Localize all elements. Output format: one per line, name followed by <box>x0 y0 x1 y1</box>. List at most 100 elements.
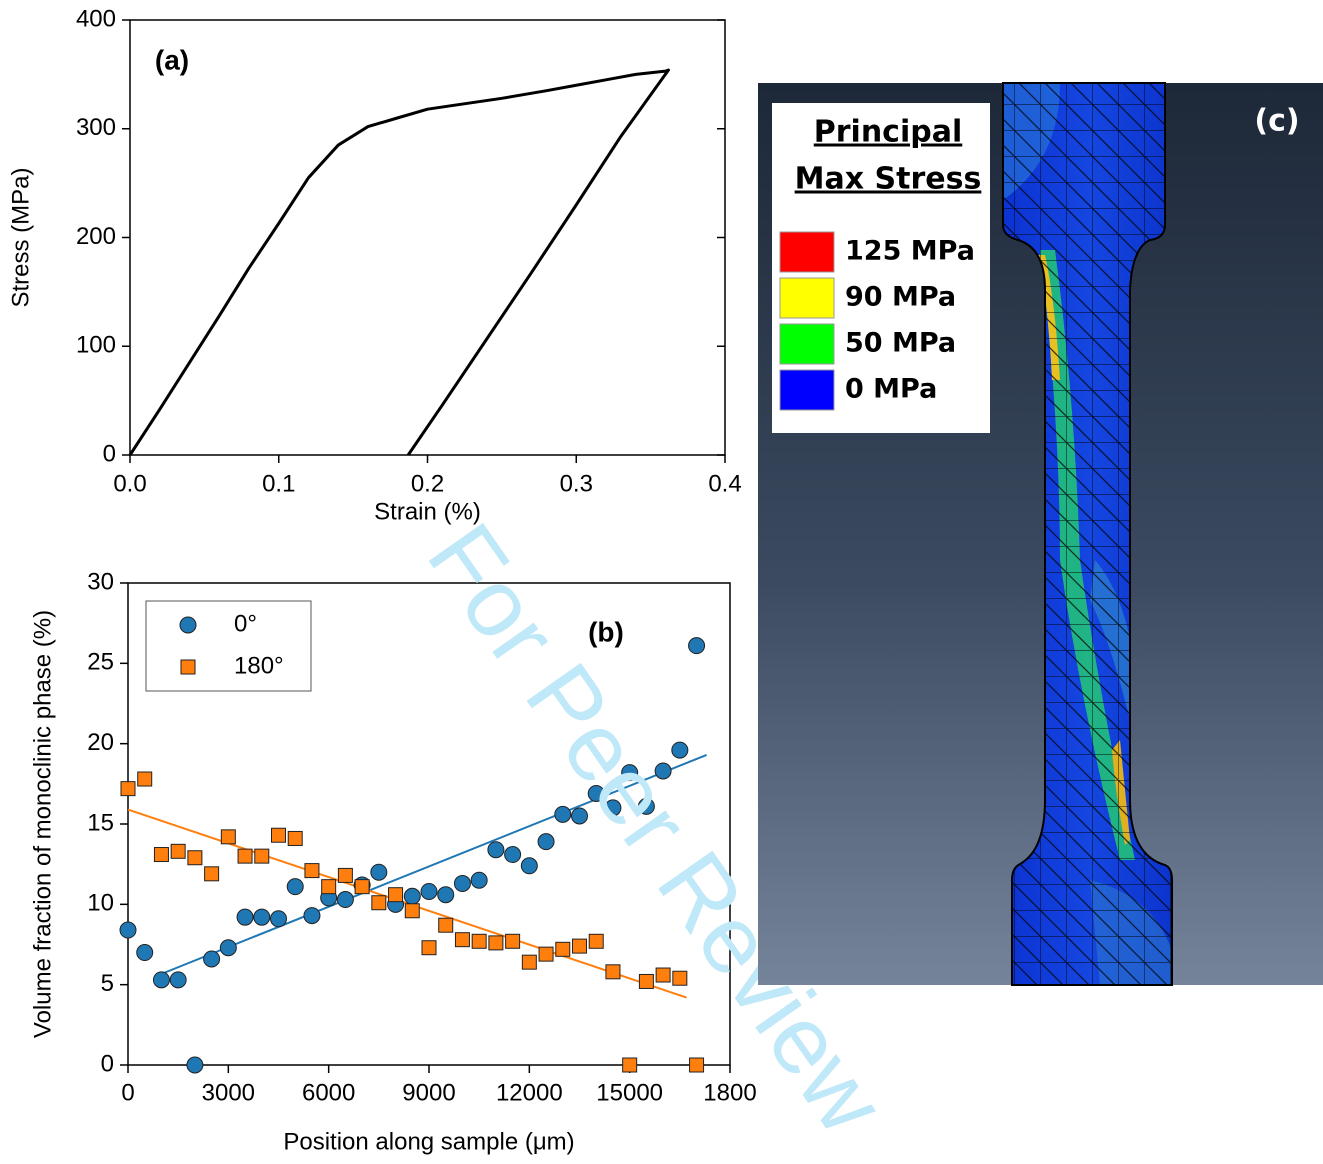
y-tick-label: 200 <box>76 223 116 250</box>
x-tick-label: 0.3 <box>560 470 593 497</box>
point <box>471 933 487 949</box>
x-tick-label: 0.2 <box>411 470 444 497</box>
point <box>186 1056 204 1074</box>
x-tick-label: 15000 <box>596 1079 663 1106</box>
point <box>437 886 455 904</box>
point <box>170 843 186 859</box>
legend-label: 180° <box>234 652 284 679</box>
point <box>505 933 521 949</box>
point <box>388 887 404 903</box>
point <box>337 867 353 883</box>
point <box>204 866 220 882</box>
point <box>370 863 388 881</box>
point <box>219 939 237 957</box>
point <box>119 921 137 939</box>
fea-legend-title: Principal <box>814 115 963 150</box>
point <box>354 879 370 895</box>
legend-marker <box>180 659 196 675</box>
point <box>271 827 286 843</box>
panel-label: (b) <box>588 616 624 647</box>
point <box>286 878 304 896</box>
point <box>254 848 270 864</box>
fea-legend-swatch <box>779 277 835 319</box>
point <box>638 973 654 989</box>
point <box>120 781 136 797</box>
point <box>404 903 420 919</box>
y-tick-label: 15 <box>87 809 114 836</box>
point <box>421 940 437 956</box>
x-tick-label: 12000 <box>496 1079 563 1106</box>
legend-label: 0° <box>234 610 257 637</box>
y-tick-label: 0 <box>101 1050 114 1077</box>
x-tick-label: 0 <box>121 1079 134 1106</box>
point <box>371 895 387 911</box>
fea-legend: 125 MPa 90 MPa 50 MPa 0 MPa <box>779 231 975 411</box>
point <box>270 910 287 928</box>
x-axis-title: Strain (%) <box>374 498 481 525</box>
y-tick-label: 25 <box>87 649 114 676</box>
point <box>504 846 522 864</box>
point <box>672 970 688 986</box>
point <box>688 637 706 655</box>
legend-box <box>145 600 312 692</box>
fea-panel: Principal Max Stress 125 MPa 90 MPa 50 MPa… <box>758 82 1323 986</box>
x-tick-label: 0.0 <box>113 470 146 497</box>
point <box>521 954 537 970</box>
point <box>572 938 587 954</box>
y-tick-label: 5 <box>101 970 114 997</box>
fea-legend-label: 125 MPa <box>845 236 975 267</box>
point <box>237 848 253 864</box>
point <box>470 871 488 889</box>
x-tick-label: 0.4 <box>708 470 741 497</box>
y-tick-label: 0 <box>103 440 116 467</box>
point <box>187 850 203 866</box>
plot-frame <box>129 19 726 456</box>
fea-legend-swatch <box>779 231 835 273</box>
point <box>689 1057 705 1073</box>
point <box>136 944 154 962</box>
fea-legend-swatch <box>779 369 835 411</box>
panel-label: (c) <box>1254 104 1299 139</box>
point <box>420 882 438 900</box>
point <box>304 863 320 879</box>
point <box>169 971 187 989</box>
point <box>588 933 604 949</box>
y-axis-title: Volume fraction of monoclinic phase (%) <box>29 610 56 1038</box>
point <box>153 847 169 863</box>
point <box>453 874 471 892</box>
fea-legend-swatch <box>779 323 835 365</box>
point <box>487 841 505 859</box>
y-tick-label: 300 <box>76 114 116 141</box>
point <box>554 805 572 823</box>
point <box>336 891 354 909</box>
point <box>438 917 454 933</box>
x-tick-label: 6000 <box>302 1079 355 1106</box>
fea-legend-label: 0 MPa <box>845 374 937 405</box>
y-tick-label: 100 <box>76 332 116 359</box>
point <box>671 741 689 759</box>
point <box>571 807 588 825</box>
y-tick-label: 400 <box>76 5 116 32</box>
stress-strain-curve <box>128 68 670 456</box>
point <box>604 799 622 817</box>
y-axis-title: Stress (MPa) <box>7 167 34 307</box>
point <box>236 908 254 926</box>
point <box>655 967 671 983</box>
point <box>654 762 672 780</box>
x-tick-label: 3000 <box>202 1079 255 1106</box>
point <box>253 908 271 926</box>
point <box>220 829 236 845</box>
point <box>152 971 170 989</box>
point <box>555 941 571 957</box>
x-tick-label: 9000 <box>402 1079 455 1106</box>
point <box>622 1057 638 1073</box>
fea-legend-label: 50 MPa <box>845 328 956 359</box>
point <box>605 964 621 980</box>
y-tick-label: 20 <box>87 729 114 756</box>
point <box>403 887 421 905</box>
point <box>303 907 321 925</box>
point <box>621 764 639 782</box>
point <box>488 935 504 951</box>
point <box>287 830 303 846</box>
